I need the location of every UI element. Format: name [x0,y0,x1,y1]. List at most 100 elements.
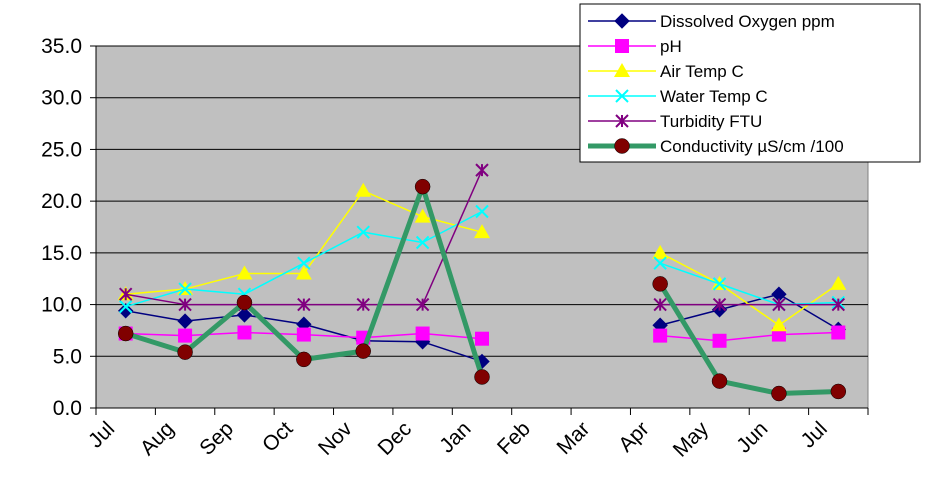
data-point [178,297,192,312]
data-point [117,303,134,319]
data-point [297,256,311,270]
data-point [237,325,252,340]
data-point [236,307,253,323]
y-tick-label: 0.0 [53,397,82,420]
data-point [653,256,667,270]
legend-box [579,3,921,163]
data-point [356,297,370,312]
x-tick-label: Jan [435,417,475,457]
y-tick-label: 25.0 [41,138,82,161]
data-point [652,276,668,292]
legend-label: Air Temp C [660,62,744,81]
legend-item: Water Temp C [588,87,768,106]
data-point [830,383,847,400]
data-point [178,282,192,296]
legend-marker [615,89,629,103]
x-tick-label: Jun [732,417,772,457]
data-point [414,208,431,223]
series-line [658,282,839,397]
x-tick-label: Jul [797,417,832,452]
series-layer [117,163,847,402]
data-point [831,325,846,340]
series-line [660,331,839,342]
y-tick-label: 10.0 [41,294,82,317]
y-tick-label: 20.0 [41,190,82,213]
legend-item: Turbidity FTU [588,112,762,131]
data-point [236,294,253,311]
legend-label: Turbidity FTU [660,112,762,131]
data-point [117,325,134,342]
x-tick-label: Jul [84,417,119,452]
data-point [178,328,193,343]
legend-label: Water Temp C [660,87,768,106]
legend-label: Dissolved Oxygen ppm [660,12,835,31]
data-point [355,182,372,197]
data-point [236,265,253,280]
legend-label: pH [660,37,682,56]
series-3 [118,204,846,314]
legend-marker [614,138,630,154]
legend-marker [614,13,630,29]
x-tick-label: Aug [136,417,179,460]
data-point [475,163,489,177]
data-point [474,224,490,239]
data-point [296,351,312,368]
data-point [355,343,371,359]
data-point [297,297,311,312]
series-5 [117,178,847,402]
data-point [712,333,727,348]
legend-marker [615,39,629,53]
axes: 0.0 5.0 10.0 15.0 20.0 25.0 30.0 35.0 Jul Aug Sep O… [41,35,869,462]
data-point [475,331,489,346]
data-point [772,297,786,312]
legend-marker [614,63,630,77]
data-point [295,265,312,280]
x-tick-label: Feb [493,417,535,459]
x-tick-label: Dec [373,417,416,460]
legend-item: Conductivity µS/cm /100 [588,137,844,156]
data-point [415,235,430,250]
data-point [356,225,370,239]
data-point [831,297,846,312]
data-point [712,297,727,312]
legend-item: Dissolved Oxygen ppm [588,12,835,31]
data-point [711,373,728,389]
data-point [653,328,668,343]
legend-marker [615,114,629,128]
data-point [296,327,311,342]
data-point [771,385,787,402]
series-line [659,262,839,306]
data-point [118,299,133,314]
x-tick-label: Oct [258,417,297,456]
x-tick-label: Apr [614,417,653,456]
data-point [830,275,847,290]
series-1 [118,325,846,348]
data-point [118,287,133,301]
x-tick-label: Nov [314,417,357,460]
y-tick-label: 15.0 [41,242,82,265]
x-tick-label: Mar [552,417,594,459]
data-point [474,369,490,385]
data-point [414,178,431,195]
y-tick-label: 35.0 [41,35,82,58]
data-point [415,326,430,341]
legend-item: Air Temp C [588,62,744,81]
y-tick-label: 30.0 [41,87,82,110]
legend-item: pH [588,37,682,56]
data-point [177,313,193,329]
data-point [652,244,669,259]
x-tick-label: May [669,417,714,462]
y-tick-label: 5.0 [53,345,82,368]
x-tick-label: Sep [195,417,238,460]
legend-label: Conductivity µS/cm /100 [660,137,844,156]
data-point [653,297,667,312]
data-point [475,204,489,219]
data-point [770,317,787,332]
series-line [659,293,839,331]
data-point [712,277,727,291]
legend: Dissolved Oxygen ppm pH Air Temp C Water Te… [579,3,921,163]
data-point [415,297,430,312]
data-point [177,344,193,360]
